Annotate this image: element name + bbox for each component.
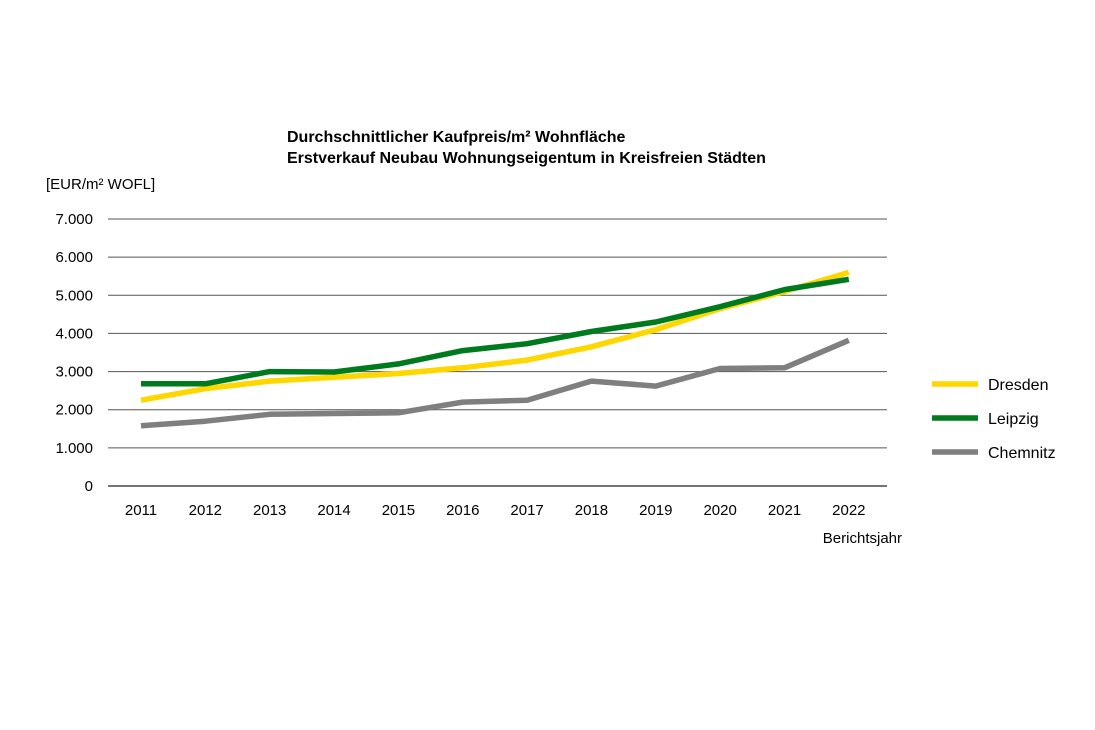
y-tick-label: 5.000 xyxy=(55,287,93,304)
series-line-leipzig xyxy=(141,276,850,387)
x-tick-label: 2012 xyxy=(189,502,222,519)
series-line-chemnitz xyxy=(140,337,850,429)
legend: Dresden Leipzig Chemnitz xyxy=(932,377,1056,462)
x-tick-label: 2022 xyxy=(832,502,865,519)
x-tick-label: 2015 xyxy=(382,502,415,519)
y-tick-label: 4.000 xyxy=(55,325,93,342)
x-tick-label: 2013 xyxy=(253,502,286,519)
chart-title: Durchschnittlicher Kaufpreis/m² Wohnfläc… xyxy=(287,129,626,146)
x-tick-label: 2011 xyxy=(125,502,157,519)
x-tick-label: 2018 xyxy=(575,502,608,519)
legend-label-leipzig: Leipzig xyxy=(988,411,1039,428)
y-tick-label: 1.000 xyxy=(55,440,93,457)
y-tick-label: 2.000 xyxy=(55,402,93,419)
gridlines xyxy=(108,218,887,487)
series-line-dresden xyxy=(140,269,850,403)
x-tick-label: 2014 xyxy=(317,502,350,519)
y-tick-label: 6.000 xyxy=(55,249,93,266)
x-tick-label: 2021 xyxy=(768,502,801,519)
x-axis-label: Berichtsjahr xyxy=(823,530,902,547)
series-lines xyxy=(140,269,850,429)
y-tick-label: 7.000 xyxy=(55,211,93,228)
legend-label-dresden: Dresden xyxy=(988,377,1048,394)
y-tick-label: 0 xyxy=(85,478,93,495)
legend-label-chemnitz: Chemnitz xyxy=(988,445,1056,462)
y-tick-labels: 0 1.000 2.000 3.000 4.000 5.000 6.000 7.000 xyxy=(55,211,93,495)
x-tick-labels: 2011 2012 2013 2014 2015 2016 2017 2018 2019 2020… xyxy=(125,502,866,519)
x-tick-label: 2016 xyxy=(446,502,479,519)
x-tick-label: 2017 xyxy=(510,502,543,519)
x-tick-label: 2019 xyxy=(639,502,672,519)
x-tick-label: 2020 xyxy=(703,502,736,519)
y-tick-label: 3.000 xyxy=(55,364,93,381)
y-axis-label: [EUR/m² WOFL] xyxy=(46,176,155,193)
chart-subtitle: Erstverkauf Neubau Wohnungseigentum in K… xyxy=(287,150,766,167)
